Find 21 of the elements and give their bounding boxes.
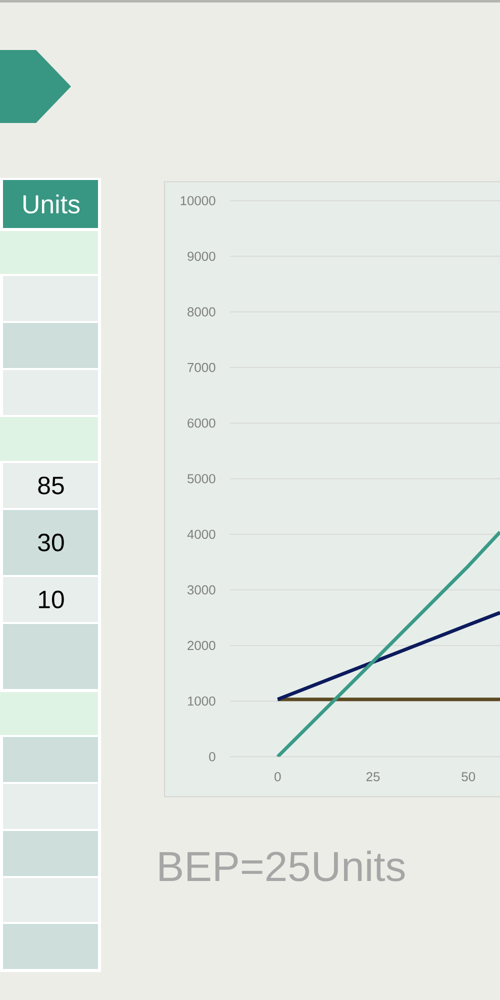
x-tick-label: 25 — [366, 772, 380, 782]
text: 30 — [38, 534, 64, 552]
y-tick-label: 10000 — [180, 196, 216, 206]
text: BEP=25Units — [160, 850, 405, 882]
line-series — [276, 610, 500, 702]
y-tick-label: 0 — [209, 752, 216, 762]
x-tick-label: 50 — [462, 772, 476, 782]
y-tick-label: 7000 — [188, 362, 216, 372]
text: 85 — [38, 476, 64, 494]
y-tick-label: 6000 — [188, 418, 216, 428]
y-tick-label: 1000 — [188, 696, 216, 706]
y-tick-label: 9000 — [188, 252, 216, 261]
y-tick-label: 5000 — [188, 474, 216, 484]
x-tick-label: 0 — [274, 772, 281, 782]
y-tick-label: 8000 — [188, 307, 216, 316]
text: Units — [23, 194, 80, 214]
line-series — [276, 530, 500, 757]
y-tick-label: 3000 — [187, 585, 216, 594]
y-tick-label: 4000 — [187, 530, 216, 539]
text: 10 — [39, 590, 64, 608]
y-tick-label: 2000 — [188, 640, 216, 650]
